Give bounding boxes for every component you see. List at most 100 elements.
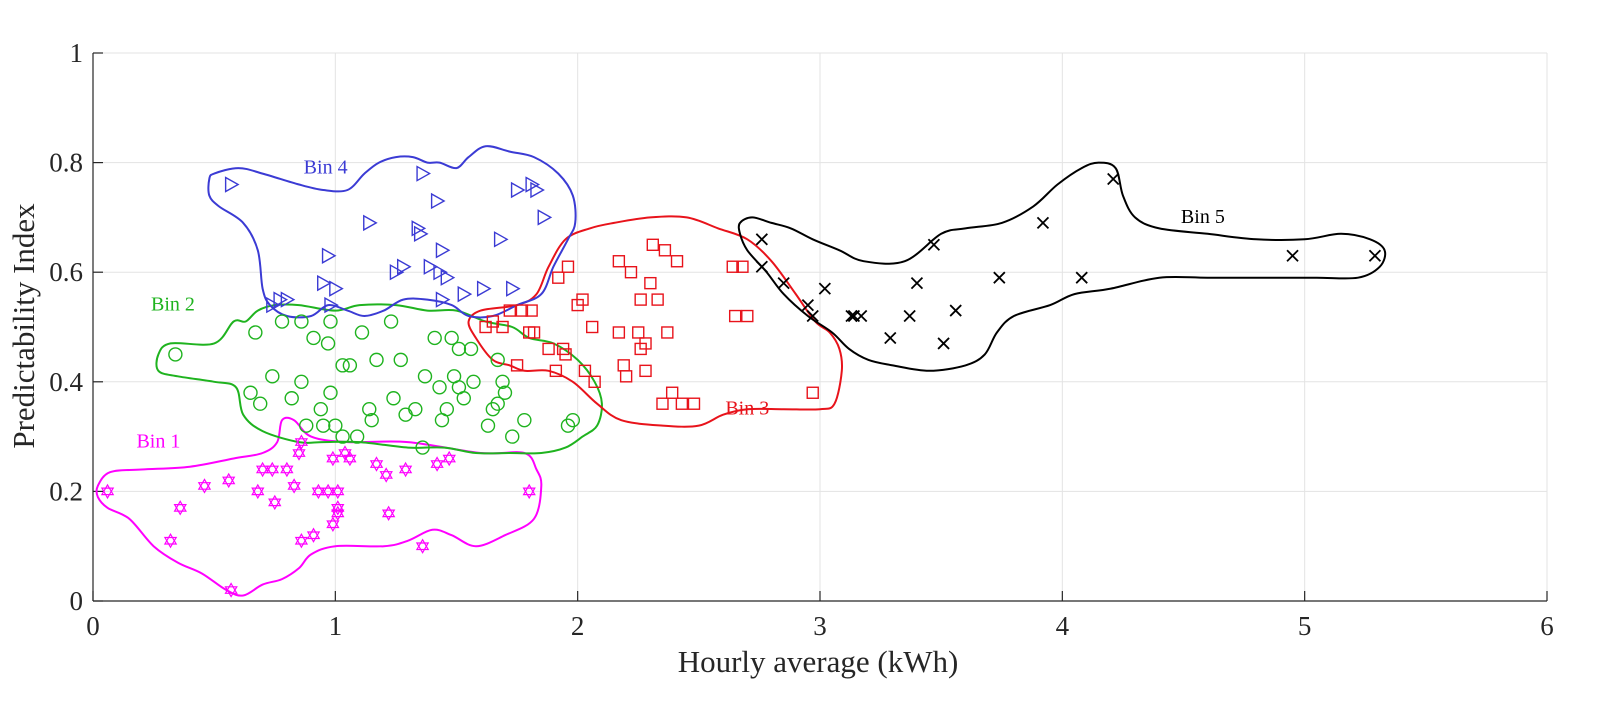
bin-3-point (588, 375, 601, 388)
bin-1-point (326, 516, 340, 533)
bin-2-point (364, 412, 379, 428)
bin-4-point (530, 181, 545, 199)
bin-1-point (311, 483, 326, 500)
bin-1-point (294, 434, 309, 450)
bin-1-point (255, 461, 270, 478)
bin-2-point (386, 391, 401, 406)
bin-3-point (503, 304, 517, 317)
bin-4-point (510, 181, 526, 199)
bin-2-point (274, 314, 290, 329)
bin-2-point (383, 314, 399, 329)
bin-2-point (444, 330, 459, 346)
bin-5-point (806, 309, 819, 323)
bin-4-point (506, 280, 521, 297)
bin-4-point (457, 285, 473, 303)
bin-1-point (321, 483, 335, 500)
bin-2-point (349, 429, 365, 444)
bin-4-point (224, 176, 240, 193)
bin-1-point (381, 505, 396, 521)
bin-1-point (331, 500, 345, 516)
y-tick-label: 0.8 (49, 148, 83, 178)
bin-1-point (224, 582, 238, 598)
bin-2-point (415, 440, 430, 455)
bin-5-point (1036, 216, 1050, 230)
bin-2-point (517, 412, 532, 428)
bin-5-point (884, 331, 897, 345)
y-tick-label: 0.4 (49, 367, 83, 397)
bin-4-point (493, 231, 509, 248)
bin-3-point (612, 326, 626, 339)
bin-1-point (173, 500, 187, 516)
bin-5-point (845, 309, 858, 323)
bin-4-point (324, 296, 339, 314)
bin-4-point (537, 209, 553, 226)
bin-4-point (433, 264, 448, 281)
bin-2-point (485, 402, 501, 417)
bin-3-point (578, 364, 592, 378)
bin-2-point (328, 418, 343, 433)
bin-2-point (480, 418, 496, 433)
bin-1-point (331, 483, 345, 500)
bin-1-point (415, 538, 430, 554)
bin-5-point (1286, 249, 1299, 262)
bin-2-point (299, 418, 314, 433)
bin-4-point (317, 274, 332, 292)
bin-3-point (736, 260, 749, 273)
bin-3-point (542, 342, 555, 356)
boundary-bin-4 (207, 145, 577, 319)
bin-2-point (408, 402, 423, 417)
tick-labels: 0 1 2 3 4 5 6 0 0.2 0.4 0.6 0.8 1 (49, 38, 1554, 641)
bin-5-point (818, 282, 831, 295)
bin-1-point (251, 483, 265, 500)
bin-5-point (949, 304, 962, 317)
y-tick-label: 0.6 (49, 257, 83, 287)
bin-1-point (379, 467, 393, 483)
x-tick-label: 0 (86, 611, 100, 641)
bin-4-point (363, 214, 378, 232)
bin-4-point (266, 296, 281, 314)
x-axis-title: Hourly average (kWh) (678, 644, 959, 679)
bin-1-point (197, 478, 212, 494)
x-tick-label: 3 (813, 611, 827, 641)
bin-2-label: Bin 2 (151, 294, 195, 316)
bin-2-point (427, 330, 442, 346)
bin-4-point (413, 225, 429, 243)
bin-1-point (522, 483, 536, 500)
bin-3-point (651, 293, 664, 306)
bin-4-point (435, 242, 451, 259)
bin-2-point (393, 352, 408, 368)
y-tick-label: 1 (70, 38, 84, 68)
bin-2-point (466, 374, 481, 389)
boundary-bin-5 (737, 161, 1387, 372)
bin-labels: Bin 1 Bin 2 Bin 3 Bin 4 Bin 5 (136, 157, 1224, 453)
bin-2-point (320, 336, 336, 351)
bin-2-point (417, 369, 433, 384)
bin-3-point (639, 337, 652, 350)
bin-3-point (634, 293, 647, 306)
bin-3-point (806, 386, 819, 399)
bin-1-point (163, 532, 178, 549)
bin-2-point (439, 402, 455, 417)
bin-1-point (292, 445, 306, 461)
y-tick-label: 0.2 (49, 476, 83, 506)
bin-2-point (362, 402, 377, 417)
bin-3-point (510, 359, 524, 372)
bin-3-point (527, 326, 541, 339)
bin-2-point (490, 396, 505, 411)
bin-3-point (687, 397, 701, 410)
bin-5-point (910, 277, 924, 290)
bin-4-point (321, 247, 337, 264)
bin-1-point (326, 450, 340, 467)
y-tick-label: 0 (70, 586, 84, 616)
bin-2-point (294, 314, 309, 329)
bin-2-point (284, 391, 299, 406)
bin-3-point (661, 326, 674, 339)
bin-4-point (280, 291, 296, 308)
bin-4-point (396, 258, 412, 275)
bin-4-point (430, 192, 446, 210)
bin-4-point (423, 258, 439, 275)
bin-1-point (343, 450, 357, 467)
bin-3-point (670, 255, 684, 268)
bin-2-point (294, 374, 309, 389)
